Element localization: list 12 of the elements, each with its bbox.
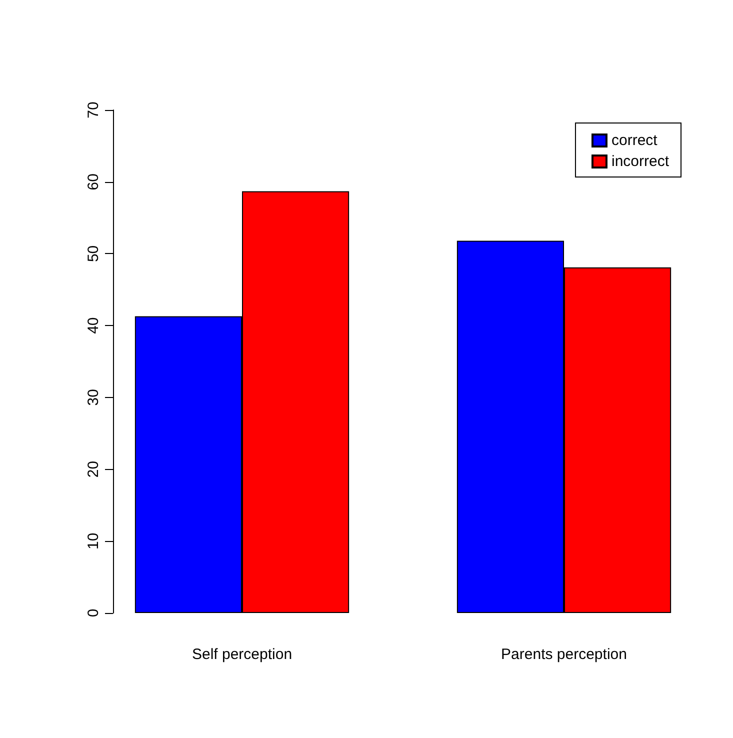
x-tick-label: Self perception	[192, 646, 292, 663]
y-tick-label: 20	[85, 460, 102, 478]
y-tick-label: 30	[85, 389, 102, 406]
y-tick-label: 10	[85, 532, 102, 550]
y-tick-label: 0	[85, 608, 102, 618]
legend-label: correct	[611, 132, 658, 149]
y-tick-label: 40	[85, 317, 102, 334]
y-tick-label: 70	[85, 102, 102, 118]
legend-label: incorrect	[611, 153, 670, 170]
x-tick-label: Parents perception	[501, 646, 627, 663]
y-tick-label: 50	[85, 245, 102, 262]
y-tick-label: 60	[85, 174, 102, 190]
